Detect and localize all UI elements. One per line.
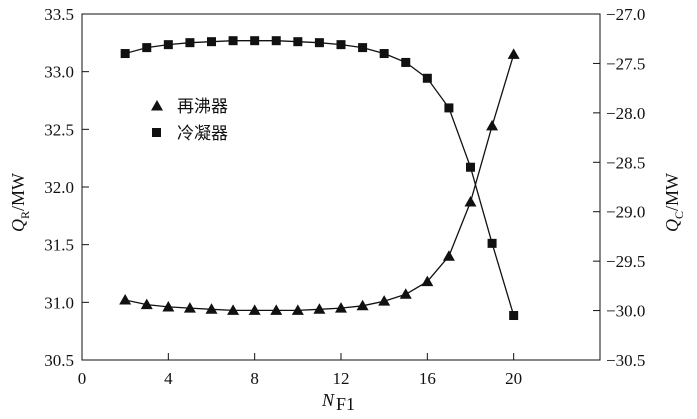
y-right-axis-label: QC/MW <box>662 173 686 232</box>
y-left-tick-label: 30.5 <box>44 351 74 370</box>
series-0-point <box>399 288 412 299</box>
y-left-tick-label: 33.5 <box>44 5 74 24</box>
y-left-label-unit: /MW <box>8 173 28 211</box>
x-tick-label: 8 <box>250 369 259 388</box>
legend: 再沸器 冷凝器 <box>151 97 228 144</box>
y-right-label-main: Q <box>662 219 682 232</box>
legend-item-1: 冷凝器 <box>152 124 228 144</box>
series-1-point <box>379 49 389 59</box>
series-0-point <box>335 302 347 313</box>
series-1-point <box>487 238 497 248</box>
y-right-tick-label: −30.5 <box>606 351 645 370</box>
series-1-point <box>444 103 454 113</box>
series-1-point <box>163 40 173 50</box>
series-1-point <box>120 49 130 59</box>
series-1-point <box>185 38 195 48</box>
series-1-point <box>250 36 260 46</box>
series-1-line <box>125 40 515 316</box>
y-left-ticks: 30.5 31.0 31.5 32.0 32.5 33.0 33.5 <box>44 5 89 370</box>
y-right-tick-label: −27.5 <box>606 54 645 73</box>
x-tick-label: 16 <box>419 369 436 388</box>
series-1-point <box>207 37 216 47</box>
series-0-point <box>270 304 283 315</box>
y-right-ticks: −30.5 −30.0 −29.5 −29.0 −28.5 −28.0 −27.5 −27.0 <box>593 5 645 370</box>
series-0-point <box>507 48 520 59</box>
series-0-point <box>227 304 240 315</box>
series-0-point <box>248 304 261 315</box>
series-1-point <box>314 38 324 48</box>
y-right-tick-label: −28.0 <box>606 104 645 123</box>
series-0-point <box>119 294 132 305</box>
y-left-label-sub: R <box>18 211 32 219</box>
x-tick-label: 4 <box>164 369 173 388</box>
series-1-point <box>466 162 475 172</box>
y-left-tick-label: 31.5 <box>44 236 74 255</box>
series-1-point <box>401 57 411 67</box>
series-0-point <box>162 300 175 312</box>
y-right-tick-label: −27.0 <box>606 5 645 24</box>
series-1-point <box>293 37 303 47</box>
series-0-point <box>464 195 477 207</box>
y-right-tick-label: −28.5 <box>606 153 645 172</box>
series-1-point <box>228 36 238 46</box>
legend-item-0: 再沸器 <box>151 97 228 117</box>
y-left-tick-label: 33.0 <box>44 63 74 82</box>
x-axis-label-sub: F1 <box>336 394 355 414</box>
x-ticks: 0 4 8 12 16 20 <box>78 353 522 388</box>
series-0-point <box>183 302 196 313</box>
y-right-tick-label: −29.0 <box>606 203 645 222</box>
y-right-tick-label: −30.0 <box>606 302 645 321</box>
series-0-point <box>205 303 218 314</box>
series-0-point <box>356 299 369 311</box>
x-tick-label: 0 <box>78 369 87 388</box>
x-axis-label: N F1 <box>321 390 355 414</box>
series-1-point <box>358 43 368 53</box>
series-1-point <box>336 40 346 50</box>
legend-label-0: 再沸器 <box>177 97 228 117</box>
series-1-point <box>271 36 281 46</box>
y-left-tick-label: 31.0 <box>44 293 74 312</box>
x-tick-label: 20 <box>505 369 522 388</box>
series-0-line <box>125 54 515 312</box>
series-0-point <box>378 295 391 306</box>
series-0-point <box>486 119 499 131</box>
series-0-point <box>140 298 153 310</box>
legend-triangle-marker <box>151 100 163 111</box>
series-0-point <box>291 304 304 315</box>
y-left-tick-label: 32.0 <box>44 178 74 197</box>
x-tick-label: 12 <box>333 369 350 388</box>
series-0-point <box>421 275 434 287</box>
series-0-point <box>313 303 326 314</box>
y-right-tick-label: −29.5 <box>606 252 645 271</box>
y-right-label-sub: C <box>672 211 686 219</box>
svg-text:QC/MW: QC/MW <box>662 173 686 232</box>
y-right-label-unit: /MW <box>662 173 682 211</box>
series-1-point <box>509 311 519 321</box>
svg-text:QR/MW: QR/MW <box>8 173 32 232</box>
legend-square-marker <box>152 128 161 137</box>
series-1-point <box>142 43 152 53</box>
series-group <box>119 36 520 321</box>
y-left-tick-label: 32.5 <box>44 120 74 139</box>
series-0-point <box>442 250 455 261</box>
series-1-point <box>422 73 432 83</box>
x-axis-label-main: N <box>321 390 335 410</box>
y-left-axis-label: QR/MW <box>8 173 32 232</box>
legend-label-1: 冷凝器 <box>177 124 228 144</box>
y-left-label-main: Q <box>8 219 28 232</box>
